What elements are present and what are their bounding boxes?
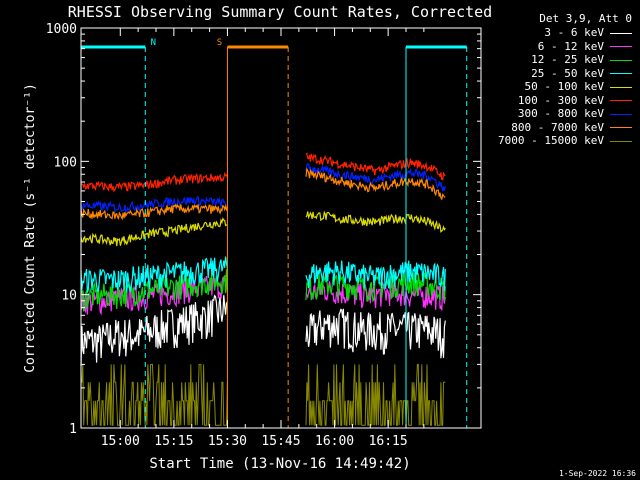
legend-entry-4: 50 - 100 keV xyxy=(525,80,632,94)
y-tick-label-1: 10 xyxy=(61,289,77,304)
x-tick-label-5: 16:15 xyxy=(369,434,408,449)
series-0-before-line xyxy=(80,294,228,366)
legend-swatch-2 xyxy=(610,59,632,61)
legend-entry-5: 100 - 300 keV xyxy=(518,94,632,108)
axis-layer: 15:00 15:15 15:30 15:45 16:00 16:15 1 10 100 1000 xyxy=(46,22,481,449)
legend-label-2: 12 - 25 keV xyxy=(531,53,604,66)
legend-swatch-4 xyxy=(610,86,632,88)
legend-swatch-7 xyxy=(610,127,632,128)
series-1-before-line xyxy=(80,274,228,316)
chart-title: RHESSI Observing Summary Count Rates, Co… xyxy=(68,3,492,21)
y-tick-label-0: 1 xyxy=(69,422,77,437)
series-1-after-line xyxy=(305,280,446,311)
legend-swatch-8 xyxy=(610,140,632,142)
series-3-before-line xyxy=(80,256,228,293)
annotation-1-label: S xyxy=(217,38,222,48)
y-tick-label-3: 1000 xyxy=(46,22,77,37)
legend-swatch-3 xyxy=(610,73,632,74)
series-8-before-line xyxy=(81,363,228,426)
legend-label-0: 3 - 6 keV xyxy=(544,26,604,39)
legend-swatch-1 xyxy=(610,46,632,47)
x-tick-label-3: 15:45 xyxy=(261,434,300,449)
legend-label-7: 800 - 7000 keV xyxy=(511,120,604,134)
legend-entry-7: 800 - 7000 keV xyxy=(511,121,632,135)
y-tick-label-2: 100 xyxy=(54,155,77,170)
legend-swatch-0 xyxy=(610,32,632,34)
x-tick-label-1: 15:15 xyxy=(154,434,193,449)
series-5-before-line xyxy=(80,171,228,193)
legend-label-6: 300 - 800 keV xyxy=(517,107,604,120)
series-6-before-line xyxy=(80,195,228,214)
legend-label-1: 6 - 12 keV xyxy=(537,39,604,53)
legend-entry-8: 7000 - 15000 keV xyxy=(498,134,632,148)
legend-swatch-5 xyxy=(610,100,632,101)
series-6-after-line xyxy=(305,163,446,192)
y-axis-label: Corrected Count Rate (s⁻¹ detector⁻¹) xyxy=(23,83,38,373)
series-3-after-line xyxy=(305,260,446,291)
data-layer xyxy=(80,152,446,426)
series-4-before-line xyxy=(80,217,228,247)
x-tick-label-0: 15:00 xyxy=(101,434,140,449)
x-axis-label: Start Time (13-Nov-16 14:49:42) xyxy=(149,456,410,472)
series-8-after-line xyxy=(305,363,446,426)
x-tick-label-2: 15:30 xyxy=(208,434,247,449)
legend-label-8: 7000 - 15000 keV xyxy=(498,134,604,147)
legend-entry-3: 25 - 50 keV xyxy=(531,67,632,81)
series-2-before-line xyxy=(80,268,228,312)
legend-swatch-6 xyxy=(610,113,632,115)
legend-entry-1: 6 - 12 keV xyxy=(538,40,632,54)
legend-entry-6: 300 - 800 keV xyxy=(518,107,632,121)
series-5-after-line xyxy=(305,152,446,181)
annotation-0-label: N xyxy=(151,38,156,48)
x-tick-label-4: 16:00 xyxy=(315,434,354,449)
legend-label-3: 25 - 50 keV xyxy=(531,66,604,80)
series-7-after-line xyxy=(305,168,446,201)
legend-title: Det 3,9, Att 0 xyxy=(539,12,632,25)
legend-label-5: 100 - 300 keV xyxy=(517,93,604,107)
series-7-before-line xyxy=(80,203,228,221)
legend-entry-2: 12 - 25 keV xyxy=(531,53,632,67)
legend-label-4: 50 - 100 keV xyxy=(524,80,604,93)
series-0-after-line xyxy=(305,308,446,359)
series-4-after-line xyxy=(305,210,446,233)
footer-timestamp: 1-Sep-2022 16:36 xyxy=(559,469,636,478)
legend-entry-0: 3 - 6 keV xyxy=(544,26,632,40)
